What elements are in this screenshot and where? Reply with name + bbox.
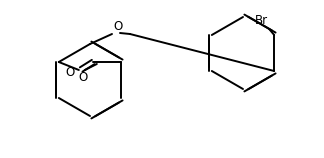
Text: O: O bbox=[65, 66, 74, 79]
Text: O: O bbox=[113, 20, 122, 33]
Text: Br: Br bbox=[255, 14, 268, 27]
Text: O: O bbox=[79, 71, 88, 84]
